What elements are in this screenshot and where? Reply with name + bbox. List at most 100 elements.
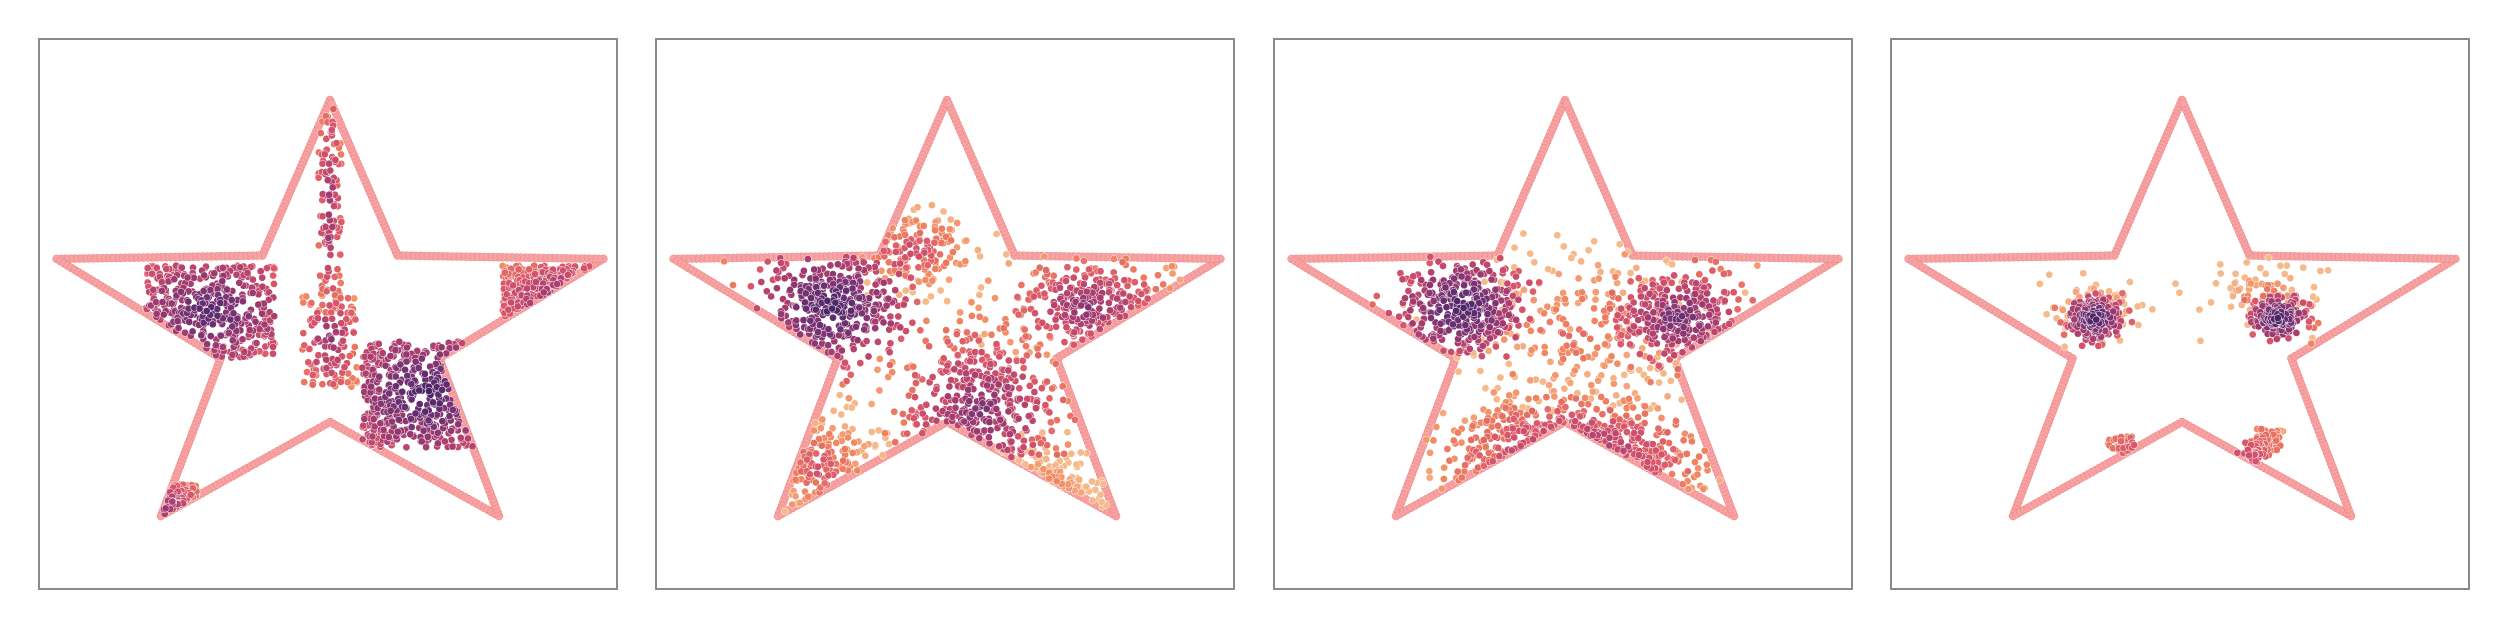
scatter-point — [245, 326, 254, 334]
scatter-point — [1059, 396, 1068, 404]
scatter-point — [891, 286, 900, 295]
scatter-point — [974, 336, 983, 345]
scatter-point — [1429, 436, 1438, 445]
scatter-point — [1715, 476, 1724, 485]
scatter-point — [756, 265, 764, 274]
scatter-point — [837, 410, 846, 419]
scatter-point — [888, 368, 897, 377]
scatter-point — [1480, 462, 1488, 470]
scatter-point — [1641, 402, 1649, 411]
scatter-point — [210, 269, 219, 278]
scatter-point — [1626, 277, 1635, 286]
scatter-point — [879, 278, 888, 287]
scatter-point — [1095, 304, 1104, 313]
scatter-point — [1062, 277, 1070, 285]
scatter-point — [307, 299, 316, 307]
scatter-point — [875, 386, 884, 395]
scatter-point — [943, 361, 952, 370]
scatter-point — [974, 246, 982, 254]
scatter-point — [977, 283, 985, 292]
scatter-point — [777, 259, 785, 267]
scatter-plot-2 — [669, 95, 1225, 521]
scatter-point — [326, 166, 335, 175]
scatter-point — [1591, 288, 1600, 297]
scatter-point — [975, 312, 984, 321]
scatter-point — [901, 253, 910, 262]
scatter-point — [258, 282, 267, 291]
scatter-point — [1129, 265, 1138, 274]
scatter-point — [1399, 321, 1408, 330]
scatter-point — [932, 404, 940, 413]
scatter-point — [327, 308, 336, 317]
scatter-point — [1683, 450, 1691, 458]
scatter-point — [1096, 490, 1105, 499]
scatter-point — [1659, 369, 1668, 378]
scatter-point — [1729, 288, 1738, 297]
scatter-point — [986, 399, 995, 408]
scatter-point — [314, 334, 322, 343]
scatter-point — [1536, 326, 1545, 335]
scatter-point — [1526, 327, 1535, 335]
scatter-point — [952, 330, 961, 338]
scatter-point — [855, 303, 864, 312]
scatter-point — [1653, 404, 1662, 413]
scatter-point — [824, 325, 833, 334]
scatter-point — [939, 207, 948, 216]
scatter-point — [232, 270, 241, 279]
scatter-plot-3 — [1287, 95, 1843, 521]
scatter-point — [258, 309, 266, 318]
scatter-point — [992, 230, 1001, 238]
scatter-point — [1666, 377, 1675, 385]
scatter-point — [218, 264, 227, 272]
scatter-point — [314, 351, 323, 360]
scatter-point — [829, 313, 837, 322]
scatter-point — [504, 305, 513, 314]
scatter-point — [1454, 428, 1462, 437]
scatter-point — [890, 233, 899, 242]
scatter-point — [419, 426, 428, 435]
scatter-point — [1042, 266, 1050, 274]
scatter-point — [340, 363, 349, 372]
scatter-point — [814, 462, 822, 471]
scatter-point — [1019, 443, 1028, 452]
scatter-point — [847, 306, 855, 315]
scatter-point — [461, 426, 470, 435]
scatter-point — [1018, 372, 1027, 381]
scatter-point — [995, 352, 1004, 361]
scatter-point — [971, 371, 979, 379]
scatter-point — [1063, 289, 1071, 298]
scatter-point — [1720, 288, 1729, 296]
scatter-point — [1594, 261, 1602, 270]
scatter-point — [322, 355, 331, 364]
scatter-point — [1561, 295, 1569, 304]
scatter-point — [1584, 400, 1593, 409]
scatter-point — [1553, 231, 1562, 240]
scatter-point — [1677, 395, 1686, 404]
scatter-point — [329, 380, 338, 389]
scatter-point — [811, 305, 820, 314]
scatter-point — [1505, 391, 1514, 400]
scatter-point — [270, 264, 278, 273]
scatter-point — [1606, 406, 1615, 415]
scatter-point — [177, 263, 186, 272]
scatter-point — [921, 297, 930, 306]
scatter-point — [434, 439, 442, 448]
scatter-point — [1591, 350, 1599, 359]
scatter-point — [1655, 378, 1663, 387]
scatter-point — [1125, 292, 1134, 301]
scatter-point — [1027, 449, 1036, 457]
scatter-point — [300, 378, 309, 386]
scatter-point — [1586, 334, 1595, 343]
scatter-point — [326, 251, 335, 259]
scatter-point — [422, 443, 430, 452]
scatter-point — [1700, 446, 1709, 455]
scatter-point — [1058, 382, 1067, 391]
scatter-point — [328, 314, 336, 323]
scatter-point — [421, 407, 430, 416]
scatter-point — [376, 419, 385, 428]
scatter-point — [1508, 370, 1517, 379]
scatter-point — [177, 287, 185, 296]
scatter-point — [1085, 265, 1093, 274]
scatter-point — [1533, 419, 1541, 428]
scatter-point — [1063, 428, 1072, 437]
